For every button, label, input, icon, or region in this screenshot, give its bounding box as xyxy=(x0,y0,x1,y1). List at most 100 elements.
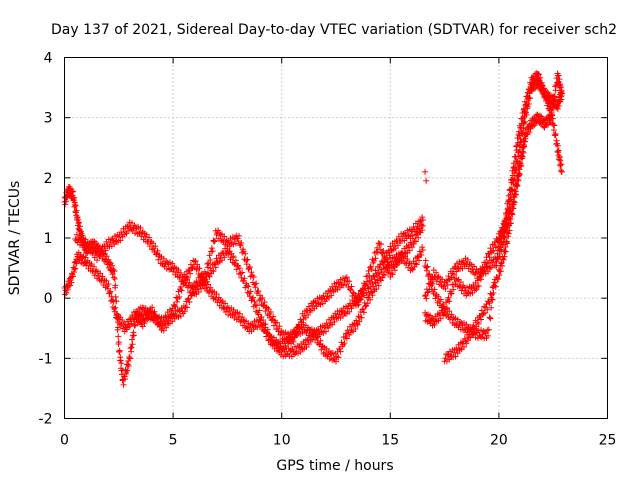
data-point-trace-e xyxy=(464,256,471,263)
data-point-trace-g xyxy=(467,327,474,334)
data-point-trace-c xyxy=(146,243,153,250)
data-point-trace-a xyxy=(243,261,250,268)
data-point-trace-b xyxy=(322,349,329,356)
data-point-trace-a xyxy=(116,347,123,354)
data-point-trace-e xyxy=(557,81,564,88)
data-point-trace-a xyxy=(267,309,274,316)
data-point-trace-a xyxy=(62,201,69,208)
data-point-trace-e xyxy=(442,285,449,292)
data-point-trace-b xyxy=(161,320,168,327)
data-point-trace-f xyxy=(516,147,523,154)
data-point-trace-a xyxy=(236,232,243,239)
data-point-trace-b xyxy=(354,321,361,328)
data-point-trace-f xyxy=(446,298,453,305)
data-point-trace-e xyxy=(556,76,563,83)
data-point-trace-b xyxy=(384,268,391,275)
data-point-trace-c xyxy=(364,281,371,288)
x-tick-label: 10 xyxy=(273,433,291,449)
data-point-trace-c xyxy=(419,214,426,221)
data-point-trace-b xyxy=(392,259,399,266)
data-point-trace-b xyxy=(130,316,137,323)
data-point-trace-b xyxy=(388,258,395,265)
data-point-trace-f xyxy=(539,82,546,89)
data-point-trace-a xyxy=(268,317,275,324)
data-point-trace-f xyxy=(431,321,438,328)
data-point-trace-f xyxy=(558,90,565,97)
data-point-trace-c xyxy=(399,233,406,240)
data-point-trace-e xyxy=(433,269,440,276)
data-point-trace-c xyxy=(375,270,382,277)
data-point-trace-b xyxy=(187,270,194,277)
data-point-trace-a xyxy=(409,244,416,251)
data-point-trace-b xyxy=(194,261,201,268)
data-point-trace-b xyxy=(352,325,359,332)
data-point-trace-b xyxy=(303,344,310,351)
data-point-trace-c xyxy=(419,216,426,223)
data-point-trace-b xyxy=(416,248,423,255)
data-point-trace-a xyxy=(248,269,255,276)
data-point-trace-f xyxy=(437,315,444,322)
data-point-trace-e xyxy=(426,286,433,293)
data-point-trace-e xyxy=(427,281,434,288)
data-point-trace-c xyxy=(346,308,353,315)
data-point-trace-a xyxy=(211,237,218,244)
data-point-trace-a xyxy=(365,267,372,274)
data-point-trace-c xyxy=(82,236,89,243)
data-point-trace-d xyxy=(423,267,430,274)
data-point-trace-b xyxy=(419,247,426,254)
data-point-trace-a xyxy=(261,299,268,306)
data-point-trace-a xyxy=(75,220,82,227)
data-point-trace-b xyxy=(373,286,380,293)
data-point-trace-a xyxy=(377,241,384,248)
data-point-trace-a xyxy=(250,274,257,281)
data-point-trace-b xyxy=(343,335,350,342)
data-point-trace-d xyxy=(558,168,565,175)
data-point-trace-a xyxy=(132,321,139,328)
data-point-trace-e xyxy=(529,123,536,130)
data-point-trace-g xyxy=(504,240,511,247)
data-point-trace-g xyxy=(470,322,477,329)
data-point-trace-a xyxy=(163,324,170,331)
data-point-trace-a xyxy=(111,268,118,275)
data-point-trace-f xyxy=(537,86,544,93)
data-point-trace-b xyxy=(163,317,170,324)
data-point-trace-f xyxy=(530,86,537,93)
data-point-trace-c xyxy=(107,239,114,246)
data-point-trace-a xyxy=(205,260,212,267)
data-point-trace-b xyxy=(137,310,144,317)
data-point-trace-f xyxy=(509,187,516,194)
data-point-trace-a xyxy=(206,252,213,259)
data-point-trace-g xyxy=(463,340,470,347)
data-point-trace-b xyxy=(64,286,71,293)
data-point-trace-a xyxy=(115,339,122,346)
data-point-trace-a xyxy=(208,245,215,252)
data-point-trace-a xyxy=(71,194,78,201)
data-point-trace-e xyxy=(548,115,555,122)
data-point-trace-f xyxy=(542,87,549,94)
data-point-trace-c xyxy=(331,318,338,325)
data-point-trace-g xyxy=(446,356,453,363)
data-point-trace-d xyxy=(517,124,524,131)
data-point-trace-b xyxy=(82,254,89,261)
data-point-trace-c xyxy=(253,302,260,309)
data-point-trace-e xyxy=(453,268,460,275)
data-point-trace-a xyxy=(305,311,312,318)
data-point-trace-c xyxy=(264,326,271,333)
data-point-trace-b xyxy=(416,257,423,264)
data-point-trace-e xyxy=(450,271,457,278)
data-point-trace-g xyxy=(499,262,506,269)
x-tick-label: 25 xyxy=(599,433,617,449)
data-point-trace-a xyxy=(91,238,98,245)
data-point-trace-b xyxy=(246,324,253,331)
data-point-trace-c xyxy=(212,264,219,271)
data-point-trace-a xyxy=(389,271,396,278)
data-point-trace-g xyxy=(484,306,491,313)
data-point-trace-c xyxy=(154,247,161,254)
data-point-trace-a xyxy=(265,305,272,312)
data-point-trace-f xyxy=(475,282,482,289)
data-point-trace-d xyxy=(558,161,565,168)
data-point-trace-f xyxy=(554,105,561,112)
y-tick-label: 3 xyxy=(44,111,53,127)
